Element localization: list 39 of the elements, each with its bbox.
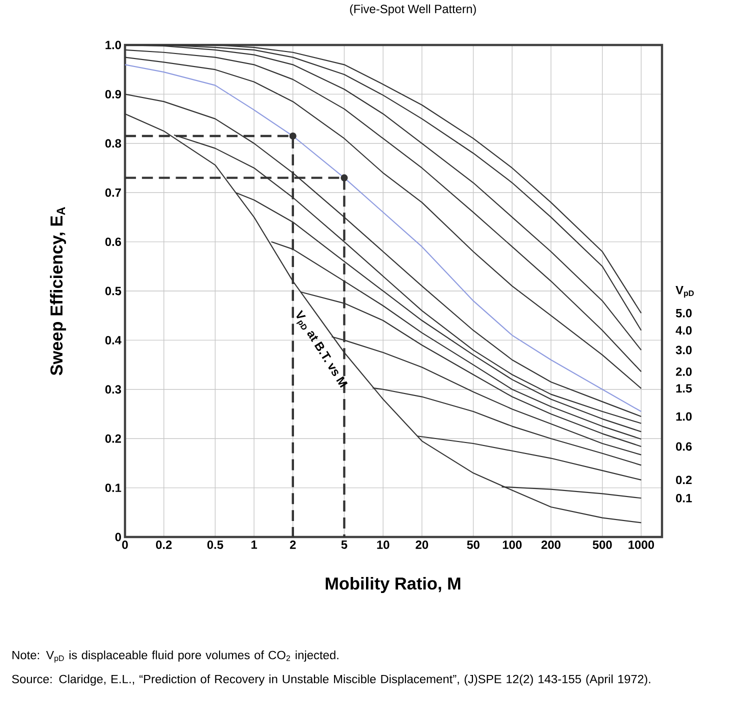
legend-title: V$_{pD}$ — [676, 286, 694, 298]
source-note: Source: Claridge, E.L., “Prediction of Recovery in Unstable Miscible Displacement”, (J)SPE 12(2) 143-155 (April 1972). — [12, 674, 650, 686]
y-axis-title: Sweep Efficiency, E$_{A}$ — [50, 207, 66, 376]
text: Note: V$_{pD}$ is displaceable fluid pore volumes of CO$_{2}$ injected. — [12, 650, 338, 663]
x-tick-label: 0.5 — [207, 540, 224, 549]
y-tick-label: 0.2 — [105, 434, 122, 443]
text: 4.0 — [676, 326, 692, 335]
y-tick-label: 0.9 — [105, 90, 122, 98]
text: 2.0 — [676, 367, 692, 376]
x-tick-label: 2 — [290, 540, 296, 549]
x-tick-label: 0.2 — [156, 540, 172, 549]
text: 1.5 — [676, 384, 692, 393]
text: 5.0 — [676, 308, 692, 318]
y-tick-label: 0.1 — [105, 484, 122, 492]
x-tick-label: 50 — [467, 540, 480, 549]
text: 3.0 — [676, 346, 692, 354]
y-tick-label: 0.3 — [105, 385, 122, 394]
x-tick-label: 10 — [377, 540, 390, 549]
chart-title: (Five-Spot Well Pattern) — [350, 4, 476, 16]
y-tick-label: 0.7 — [105, 188, 121, 197]
x-tick-label: 200 — [541, 540, 560, 549]
text: 0.2 — [676, 476, 692, 484]
y-tick-label: 0.5 — [105, 286, 122, 296]
y-tick-label: 0.4 — [105, 336, 122, 344]
x-axis-title: Mobility Ratio, M — [326, 576, 460, 594]
y-tick-label: 0 — [115, 532, 121, 542]
text: 0.6 — [676, 442, 692, 451]
y-tick-label: 1.0 — [106, 40, 121, 50]
y-tick-label: 0.8 — [105, 139, 122, 148]
x-tick-label: 100 — [502, 540, 522, 549]
x-tick-label: 500 — [592, 540, 612, 549]
x-tick-label: 1 — [251, 540, 258, 549]
text: 1.0 — [676, 412, 692, 421]
x-tick-label: 20 — [416, 540, 428, 549]
x-tick-label: 1000 — [628, 540, 654, 549]
x-tick-label: 0 — [122, 540, 128, 549]
text: 0.1 — [676, 494, 692, 502]
x-tick-label: 5 — [341, 540, 348, 549]
y-tick-label: 0.6 — [105, 238, 122, 246]
